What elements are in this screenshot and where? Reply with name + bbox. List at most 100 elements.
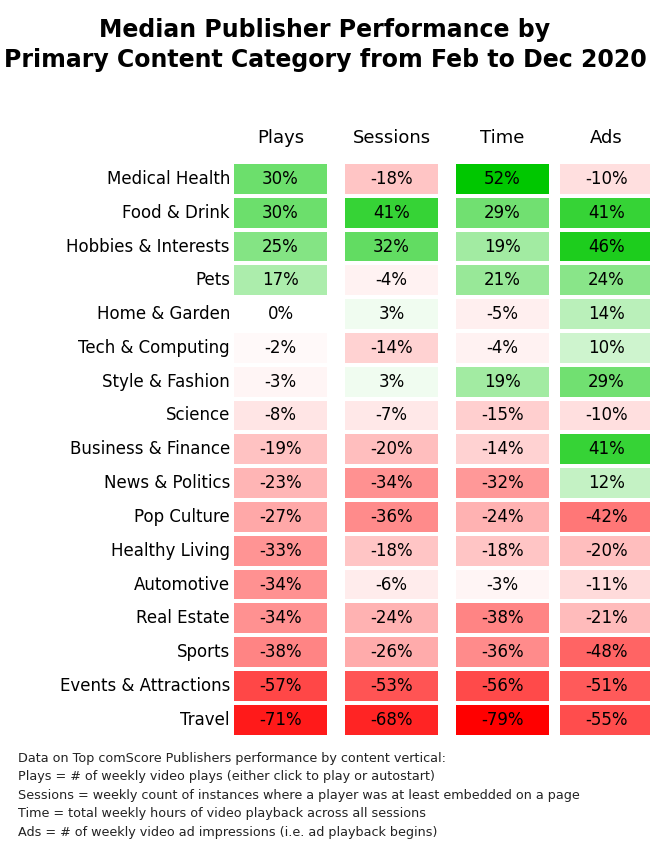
Text: -32%: -32% [481, 474, 524, 492]
Text: Real Estate: Real Estate [136, 609, 230, 627]
Text: Ads: Ads [590, 129, 623, 147]
Text: -10%: -10% [585, 170, 628, 188]
Text: 19%: 19% [484, 372, 521, 391]
Bar [456, 434, 549, 464]
Text: -2%: -2% [265, 339, 296, 357]
Text: 46%: 46% [588, 237, 625, 256]
Text: 19%: 19% [484, 237, 521, 256]
Text: -5%: -5% [486, 305, 519, 323]
Text: -34%: -34% [259, 575, 302, 593]
Bar [234, 198, 327, 228]
Text: -53%: -53% [370, 677, 413, 695]
Text: -68%: -68% [370, 711, 413, 728]
Text: -3%: -3% [486, 575, 519, 593]
Text: -24%: -24% [481, 508, 524, 526]
Text: Median Publisher Performance by
Primary Content Category from Feb to Dec 2020: Median Publisher Performance by Primary … [4, 18, 646, 71]
Text: Sessions: Sessions [352, 129, 430, 147]
Bar [560, 536, 650, 565]
Text: Healthy Living: Healthy Living [111, 541, 230, 559]
Text: 17%: 17% [262, 271, 299, 289]
Text: -7%: -7% [376, 406, 408, 424]
Text: -11%: -11% [585, 575, 628, 593]
Bar [345, 468, 438, 498]
Bar [345, 536, 438, 565]
Text: -36%: -36% [370, 508, 413, 526]
Bar [234, 502, 327, 532]
Text: Ads = # of weekly video ad impressions (i.e. ad playback begins): Ads = # of weekly video ad impressions (… [18, 825, 437, 839]
Text: -18%: -18% [370, 170, 413, 188]
Text: Travel: Travel [181, 711, 230, 728]
Text: -33%: -33% [259, 541, 302, 559]
Bar [456, 536, 549, 565]
Text: -14%: -14% [481, 440, 524, 458]
Bar [560, 400, 650, 430]
Bar [560, 367, 650, 397]
Text: -20%: -20% [585, 541, 628, 559]
Bar [456, 638, 549, 667]
Text: Time: Time [480, 129, 525, 147]
Bar [345, 367, 438, 397]
Text: Time = total weekly hours of video playback across all sessions: Time = total weekly hours of video playb… [18, 808, 426, 820]
Text: Science: Science [166, 406, 230, 424]
Text: -4%: -4% [486, 339, 519, 357]
Text: Style & Fashion: Style & Fashion [102, 372, 230, 391]
Text: -21%: -21% [585, 609, 628, 627]
Bar [345, 299, 438, 329]
Bar [345, 705, 438, 734]
Text: -38%: -38% [481, 609, 524, 627]
Text: -24%: -24% [370, 609, 413, 627]
Bar [456, 671, 549, 700]
Bar [456, 705, 549, 734]
Text: -57%: -57% [259, 677, 302, 695]
Text: Sports: Sports [177, 643, 230, 661]
Text: -4%: -4% [376, 271, 408, 289]
Text: -20%: -20% [370, 440, 413, 458]
Text: 21%: 21% [484, 271, 521, 289]
Bar [456, 164, 549, 194]
Bar [560, 502, 650, 532]
Text: -51%: -51% [585, 677, 628, 695]
Bar [560, 265, 650, 295]
Text: -3%: -3% [265, 372, 296, 391]
Bar [345, 198, 438, 228]
Text: -42%: -42% [585, 508, 628, 526]
Text: Tech & Computing: Tech & Computing [79, 339, 230, 357]
Bar [456, 502, 549, 532]
Text: Plays: Plays [257, 129, 304, 147]
Text: Business & Finance: Business & Finance [70, 440, 230, 458]
Text: Food & Drink: Food & Drink [122, 204, 230, 222]
Bar [456, 265, 549, 295]
Text: -36%: -36% [481, 643, 524, 661]
Bar [560, 671, 650, 700]
Bar [456, 570, 549, 599]
Text: 30%: 30% [262, 170, 299, 188]
Bar [456, 367, 549, 397]
Bar [234, 638, 327, 667]
Text: Pop Culture: Pop Culture [135, 508, 230, 526]
Text: 41%: 41% [373, 204, 410, 222]
Bar [234, 265, 327, 295]
Text: 10%: 10% [588, 339, 625, 357]
Text: 29%: 29% [484, 204, 521, 222]
Bar [560, 198, 650, 228]
Bar [234, 570, 327, 599]
Text: Hobbies & Interests: Hobbies & Interests [66, 237, 230, 256]
Text: Automotive: Automotive [134, 575, 230, 593]
Bar [345, 333, 438, 363]
Text: -14%: -14% [370, 339, 413, 357]
Text: 29%: 29% [588, 372, 625, 391]
Bar [345, 638, 438, 667]
Text: Events & Attractions: Events & Attractions [60, 677, 230, 695]
Text: -27%: -27% [259, 508, 302, 526]
Bar [234, 367, 327, 397]
Text: News & Politics: News & Politics [103, 474, 230, 492]
Bar [560, 299, 650, 329]
Text: 14%: 14% [588, 305, 625, 323]
Text: -23%: -23% [259, 474, 302, 492]
Bar [234, 333, 327, 363]
Text: 41%: 41% [588, 204, 625, 222]
Bar [456, 333, 549, 363]
Bar [345, 231, 438, 262]
Bar [456, 198, 549, 228]
Text: -38%: -38% [259, 643, 302, 661]
